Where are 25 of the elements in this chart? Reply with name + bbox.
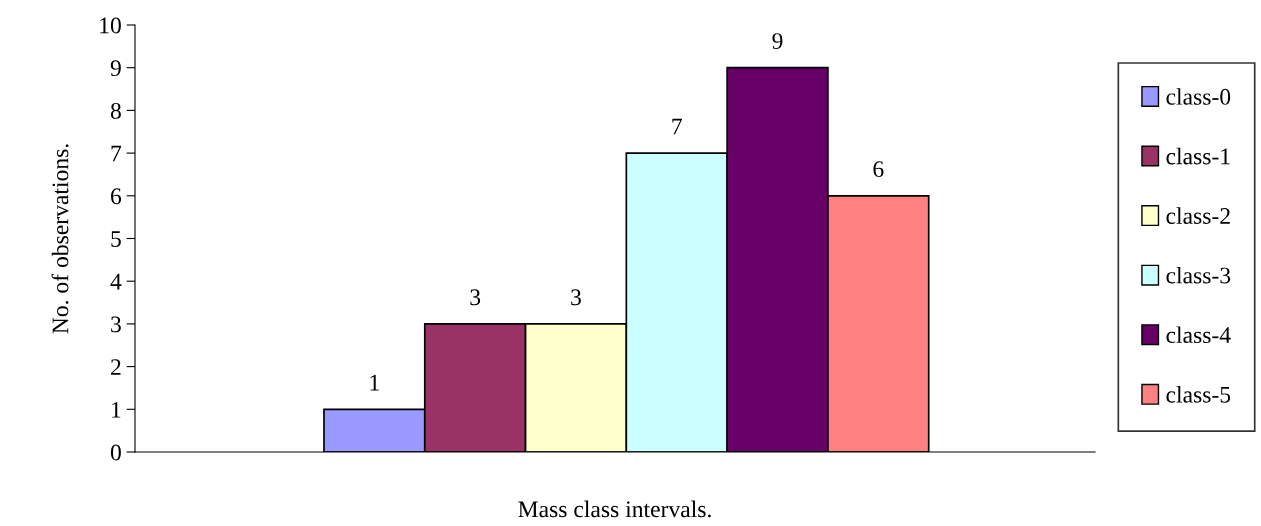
data-label: 7 bbox=[672, 118, 682, 135]
y-tick-label: 9 bbox=[110, 60, 121, 77]
y-tick-label: 5 bbox=[111, 231, 121, 247]
y-tick-label: 6 bbox=[111, 188, 122, 205]
legend-label: class-0 bbox=[1166, 88, 1231, 105]
y-tick-label: 2 bbox=[111, 359, 121, 375]
y-tick-label: 7 bbox=[111, 145, 122, 162]
y-tick-label: 8 bbox=[110, 102, 121, 119]
data-label: 6 bbox=[873, 161, 884, 178]
data-label: 3 bbox=[571, 289, 581, 306]
y-axis-title: No. of observations. bbox=[51, 144, 69, 334]
legend-label: class-3 bbox=[1166, 266, 1231, 284]
y-tick-label: 10 bbox=[100, 17, 121, 34]
legend-label: class-1 bbox=[1166, 147, 1230, 165]
data-label: 1 bbox=[370, 374, 379, 391]
legend-label: class-2 bbox=[1166, 207, 1230, 224]
x-axis-title: Mass class intervals. bbox=[518, 500, 711, 518]
y-tick-label: 1 bbox=[112, 401, 121, 418]
y-tick-label: 4 bbox=[110, 273, 122, 290]
data-label: 9 bbox=[772, 33, 783, 50]
legend-label: class-4 bbox=[1166, 326, 1231, 344]
data-label: 3 bbox=[470, 289, 481, 306]
y-tick-label: 3 bbox=[111, 316, 121, 333]
y-tick-label: 0 bbox=[110, 444, 121, 461]
legend-label: class-5 bbox=[1166, 386, 1231, 403]
